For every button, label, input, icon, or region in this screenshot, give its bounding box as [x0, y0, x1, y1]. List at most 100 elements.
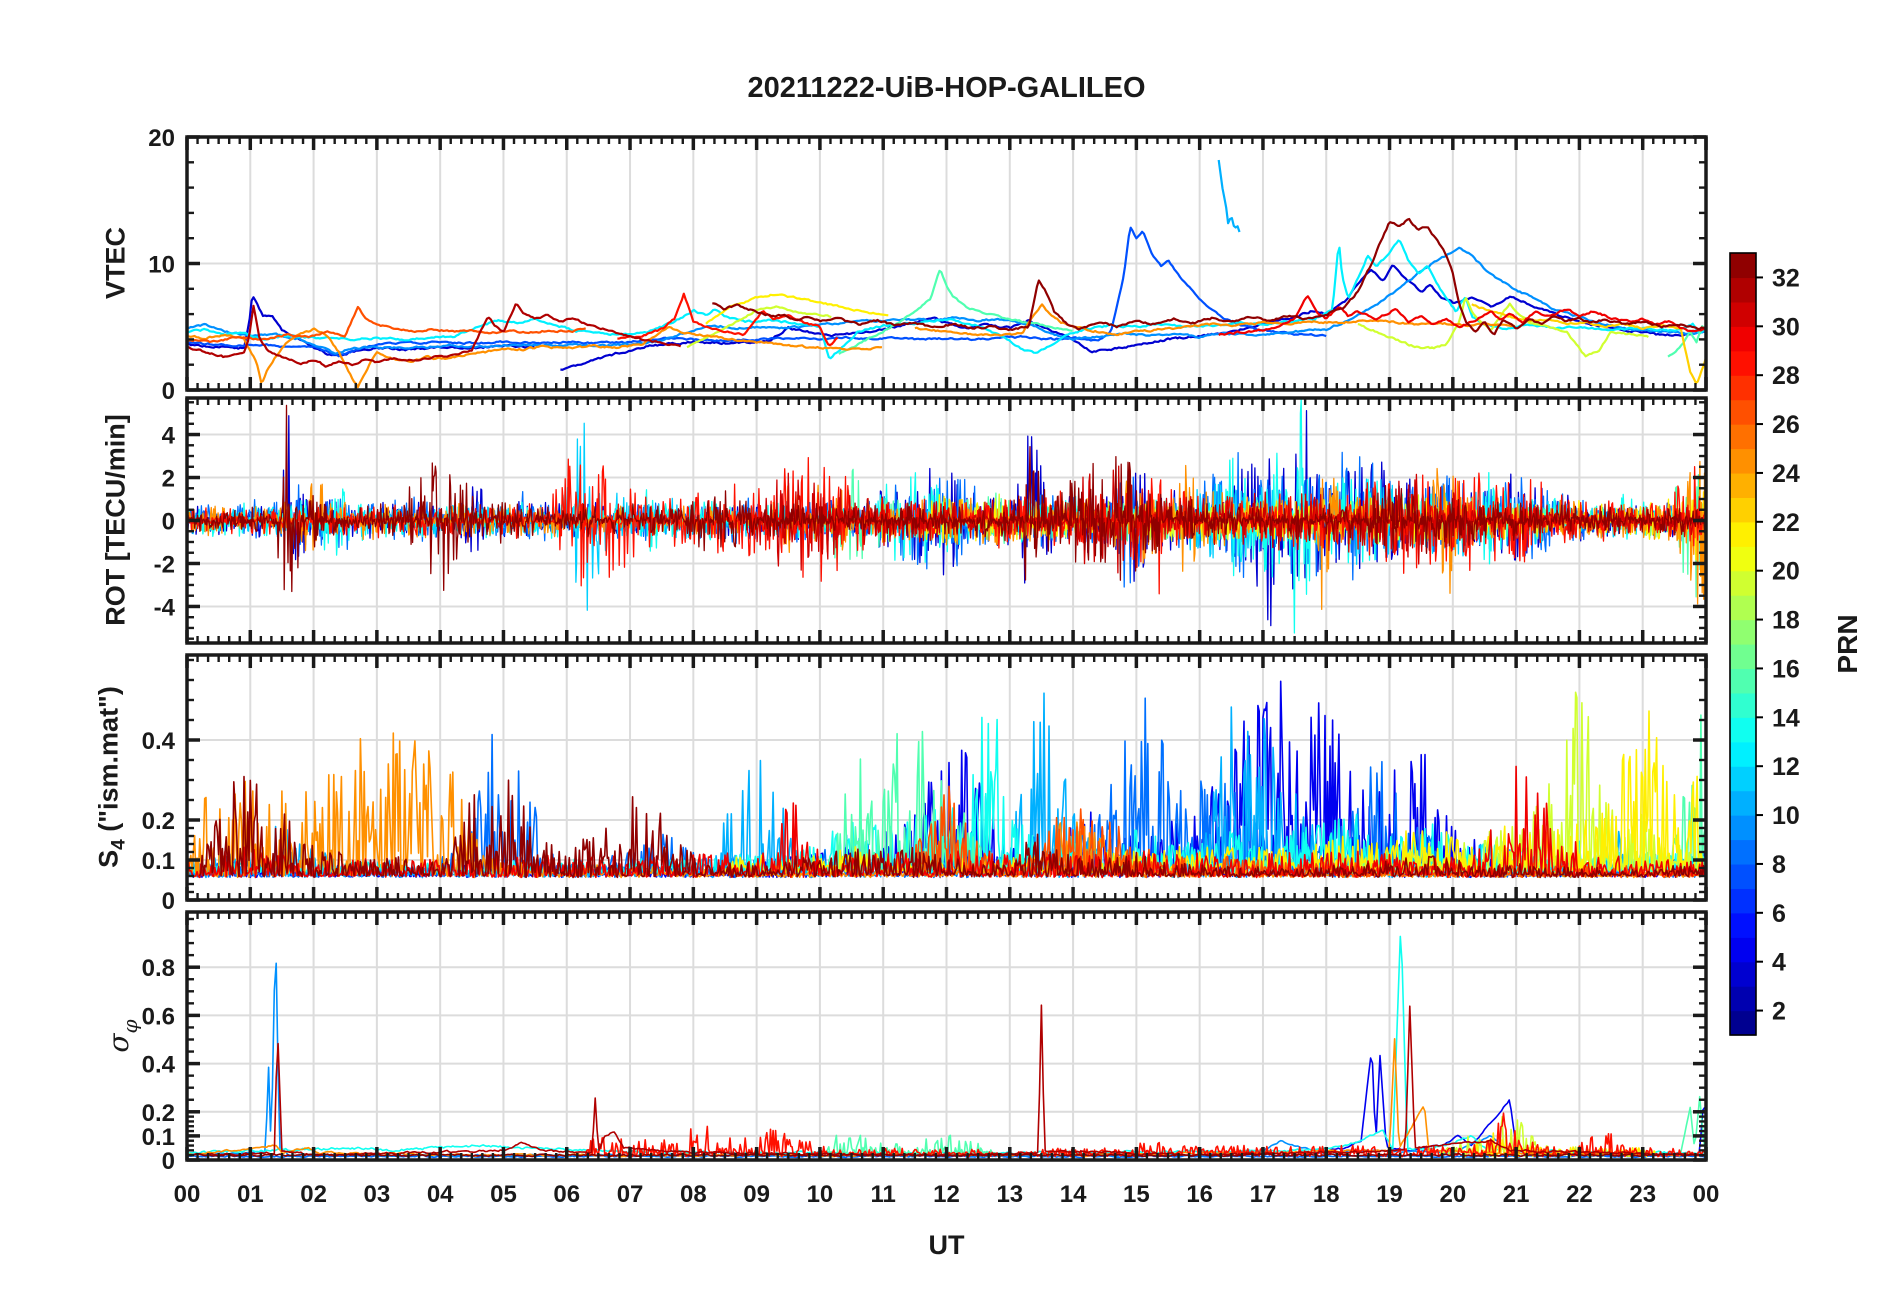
vtec-trace-prn32 — [712, 217, 1705, 336]
colorbar-segment — [1730, 692, 1756, 718]
rot-ytick-label: -2 — [154, 551, 175, 578]
x-tick-label: 00 — [1693, 1181, 1720, 1208]
sigma-label-sub: φ — [118, 1019, 142, 1034]
vtec-trace-prn29 — [1218, 295, 1705, 336]
colorbar-tick-label: 20 — [1772, 558, 1800, 586]
x-tick-label: 03 — [364, 1181, 391, 1208]
colorbar-segment — [1730, 815, 1756, 841]
colorbar-segment — [1730, 595, 1756, 621]
colorbar-segment — [1730, 375, 1756, 401]
sigma-phi-ytick-label: 0 — [162, 1148, 175, 1175]
vtec-trace-prn12 — [188, 239, 1705, 360]
x-tick-label: 17 — [1250, 1181, 1277, 1208]
sigma-phi-ytick-label: 0.1 — [142, 1124, 175, 1151]
colorbar-segment — [1730, 668, 1756, 694]
s4-ytick-label: 0.1 — [142, 848, 175, 875]
s4-label-rest: ("ism.mat") — [93, 686, 124, 840]
s4-label-main: S — [93, 849, 124, 868]
x-tick-label: 12 — [933, 1181, 960, 1208]
chart-title: 20211222-UiB-HOP-GALILEO — [747, 72, 1146, 104]
x-tick-label: 20 — [1439, 1181, 1466, 1208]
vtec-trace-prn15 — [1667, 325, 1705, 358]
rot-trace-prn32 — [188, 404, 1705, 593]
colorbar-segment — [1730, 448, 1756, 474]
vtec-trace-prn26 — [188, 305, 586, 344]
colorbar-tick-label: 10 — [1772, 802, 1800, 830]
rot-ytick-label: 0 — [162, 509, 175, 536]
x-tick-label: 05 — [490, 1181, 517, 1208]
sigma-phi-ytick-label: 0.6 — [142, 1003, 175, 1030]
vtec-trace-prn7 — [188, 226, 1327, 358]
vtec-trace-prn10 — [1217, 159, 1241, 233]
colorbar-segment — [1730, 766, 1756, 792]
vtec-trace-prn19 — [686, 305, 832, 349]
vtec-ytick-label: 10 — [148, 252, 175, 279]
s4-panel: 0 0.1 0.2 0.4 — [142, 653, 1708, 915]
rot-axis-label: ROT [TECU/min] — [101, 414, 132, 625]
colorbar-tick-label: 18 — [1772, 607, 1800, 635]
sigma-phi-panel: 00.10.2 0.4 0.6 0.8 — [142, 910, 1708, 1175]
colorbar-tick-label: 28 — [1772, 362, 1800, 390]
x-tick-label: 09 — [743, 1181, 770, 1208]
colorbar-tick-label: 16 — [1772, 655, 1800, 683]
vtec-trace-prn28 — [617, 292, 839, 347]
vtec-trace-prn15 — [838, 269, 1073, 355]
colorbar-segment — [1730, 937, 1756, 963]
x-tick-label: 10 — [807, 1181, 834, 1208]
colorbar-segment — [1730, 546, 1756, 572]
vtec-trace-prn31 — [188, 303, 682, 368]
colorbar-tick-label: 26 — [1772, 411, 1800, 439]
x-tick-label: 21 — [1503, 1181, 1530, 1208]
s4-label-sub: 4 — [108, 839, 130, 850]
x-axis-label: UT — [928, 1230, 965, 1260]
colorbar-segment — [1730, 301, 1756, 327]
colorbar-tick-label: 6 — [1772, 900, 1786, 928]
rot-ticks — [185, 398, 1708, 643]
vtec-ytick-label: 0 — [162, 378, 175, 405]
colorbar-segment — [1730, 350, 1756, 376]
colorbar-segment — [1730, 741, 1756, 767]
colorbar-segment — [1730, 863, 1756, 889]
vtec-axis-label-text: VTEC — [100, 226, 131, 300]
rot-ytick-label: -4 — [154, 594, 176, 621]
colorbar-segment — [1730, 912, 1756, 938]
vtec-trace-prn24 — [914, 303, 1516, 337]
s4-series — [188, 680, 1705, 879]
colorbar-segment — [1730, 1010, 1756, 1036]
x-tick-label: 02 — [300, 1181, 327, 1208]
colorbar-tick-label: 14 — [1772, 704, 1800, 732]
s4-ytick-label: 0.2 — [142, 808, 175, 835]
x-tick-label: 16 — [1186, 1181, 1213, 1208]
x-tick-label: 06 — [553, 1181, 580, 1208]
sigma-phi-axis-label: σφ — [102, 1019, 142, 1052]
colorbar-tick-label: 2 — [1772, 998, 1786, 1026]
s4-ytick-label: 0 — [162, 888, 175, 915]
x-tick-label: 19 — [1376, 1181, 1403, 1208]
colorbar-segment — [1730, 326, 1756, 352]
colorbar-segment — [1730, 399, 1756, 425]
vtec-panel: 0 10 20 — [148, 125, 1708, 405]
vtec-axis-label: VTEC — [101, 227, 132, 299]
rot-ytick-label: 4 — [162, 423, 176, 450]
vtec-trace-prn3 — [560, 264, 1705, 371]
rot-ytick-label: 2 — [162, 466, 175, 493]
x-tick-label: 11 — [871, 1181, 896, 1208]
colorbar-segment — [1730, 888, 1756, 914]
x-tick-label: 23 — [1629, 1181, 1656, 1208]
colorbar-tick-label: 8 — [1772, 851, 1786, 879]
vtec-trace-prn24 — [188, 325, 883, 389]
sigma-label-main: σ — [102, 1033, 135, 1053]
colorbar-tick-label: 22 — [1772, 509, 1800, 537]
colorbar-tick-label: 32 — [1772, 264, 1800, 292]
colorbar-segment — [1730, 570, 1756, 596]
colorbar-label-text: PRN — [1832, 614, 1863, 674]
x-tick-label: 04 — [427, 1181, 454, 1208]
rot-series — [188, 399, 1705, 634]
s4-ytick-label: 0.4 — [142, 728, 176, 755]
rot-axis-label-text: ROT [TECU/min] — [100, 414, 131, 626]
colorbar-segment — [1730, 961, 1756, 987]
s4-trace-prn32 — [198, 775, 1705, 879]
x-tick-label: 15 — [1123, 1181, 1150, 1208]
colorbar-segment — [1730, 253, 1756, 279]
